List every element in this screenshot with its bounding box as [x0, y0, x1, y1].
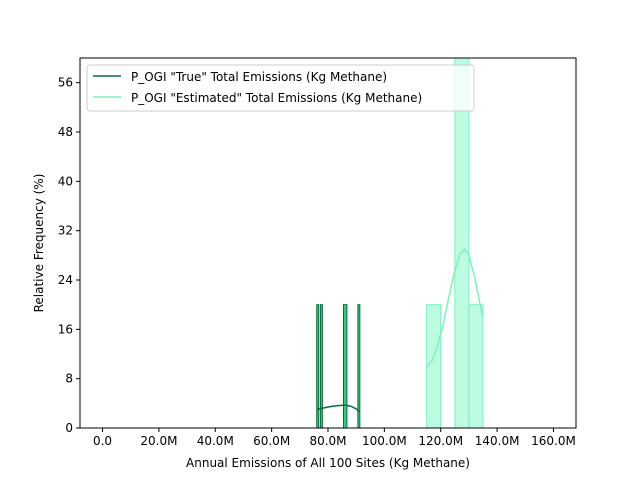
x-tick-label: 80.0M	[309, 434, 346, 448]
y-tick-label: 16	[58, 322, 73, 336]
legend-label-estimated: P_OGI "Estimated" Total Emissions (Kg Me…	[131, 91, 422, 105]
y-tick-label: 24	[58, 273, 73, 287]
y-tick-label: 56	[58, 76, 73, 90]
y-tick-label: 40	[58, 174, 73, 188]
x-tick-label: 100.0M	[362, 434, 407, 448]
y-tick-label: 32	[58, 224, 73, 238]
x-tick-label: 140.0M	[475, 434, 520, 448]
y-tick-label: 48	[58, 125, 73, 139]
y-tick-label: 8	[65, 372, 73, 386]
histogram-bar-estimated-0	[426, 304, 442, 429]
x-tick-label: 40.0M	[197, 434, 234, 448]
y-tick-label: 0	[65, 421, 73, 435]
kde-layer	[316, 247, 484, 413]
legend-label-true: P_OGI "True" Total Emissions (Kg Methane…	[131, 70, 387, 84]
x-tick-label: 120.0M	[418, 434, 463, 448]
histogram-bar-true-1	[319, 304, 323, 429]
x-tick-label: 0.0	[93, 434, 112, 448]
kde-curve-true	[316, 404, 361, 413]
x-tick-label: 60.0M	[253, 434, 290, 448]
legend: P_OGI "True" Total Emissions (Kg Methane…	[86, 64, 475, 112]
y-axis-label: Relative Frequency (%)	[32, 174, 46, 313]
histogram-bar-true-2	[343, 304, 348, 429]
x-tick-label: 160.0M	[531, 434, 576, 448]
plot-area	[80, 58, 576, 428]
histogram-bar-estimated-2	[468, 304, 484, 429]
y-axis: 0 8 16 24 32 40 48 56	[58, 76, 80, 435]
legend-box	[86, 64, 475, 112]
x-axis-label: Annual Emissions of All 100 Sites (Kg Me…	[186, 456, 470, 470]
x-axis: 0.0 20.0M 40.0M 60.0M 80.0M 100.0M 120.0M 140.0…	[93, 428, 576, 448]
x-tick-label: 20.0M	[140, 434, 177, 448]
histogram-bar-true-3	[357, 304, 361, 429]
kde-curve-estimated	[426, 247, 484, 369]
histogram-bar-estimated-1	[454, 57, 470, 429]
